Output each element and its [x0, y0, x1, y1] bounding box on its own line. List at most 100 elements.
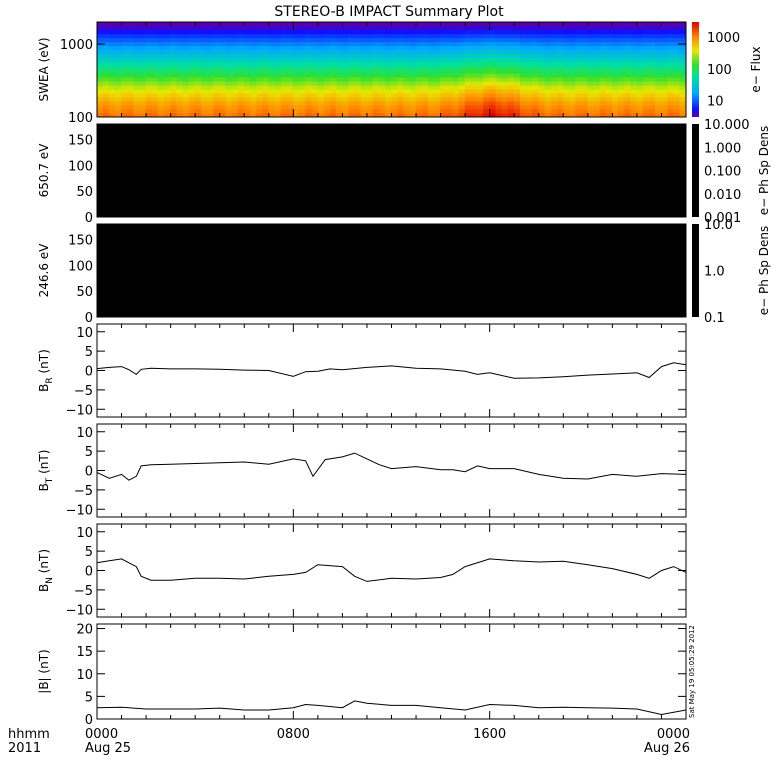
spectrogram-cell — [213, 29, 221, 35]
spectrogram-cell — [360, 81, 368, 86]
spectrogram-cell — [550, 81, 558, 86]
spectrogram-cell — [495, 112, 503, 117]
spectrogram-cell — [139, 33, 147, 39]
spectrogram-cell — [182, 29, 190, 35]
spectrogram-cell — [170, 88, 178, 94]
spectrogram-cell — [201, 29, 208, 35]
spectrogram-cell — [108, 96, 116, 102]
spectrogram-cell — [182, 104, 190, 110]
spectrogram-cell — [550, 85, 558, 90]
spectrogram-cell — [115, 112, 122, 117]
spectrogram-cell — [342, 112, 349, 117]
spectrogram-cell — [403, 69, 411, 74]
spectrogram-cell — [286, 112, 294, 117]
spectrogram-cell — [495, 53, 503, 58]
spectrogram-cell — [569, 88, 576, 94]
spectrogram-cell — [250, 88, 257, 94]
spectrogram-cell — [520, 65, 527, 70]
spectrogram-cell — [231, 29, 239, 35]
spectrogram-cell — [305, 108, 313, 114]
spectrogram-cell — [268, 108, 276, 114]
spectrogram-cell — [581, 33, 589, 39]
spectrogram-cell — [305, 85, 313, 90]
spectrogram-cell — [507, 88, 515, 94]
y-tick-label: 10 — [76, 326, 93, 341]
spectrogram-cell — [458, 29, 466, 35]
spectrogram-cell — [243, 81, 251, 86]
spectrogram-cell — [483, 96, 490, 102]
spectrogram-cell — [280, 92, 288, 98]
spectrogram-cell — [115, 25, 122, 31]
spectrogram-cell — [605, 37, 613, 43]
spectrogram-cell — [231, 85, 239, 90]
spectrogram-cell — [642, 29, 650, 35]
spectrogram-cell — [569, 81, 576, 86]
spectrogram-cell — [391, 49, 398, 54]
spectrogram-cell — [323, 25, 331, 31]
spectrogram-cell — [213, 73, 221, 78]
spectrogram-cell — [311, 96, 319, 102]
spectrogram-cell — [618, 96, 625, 102]
spectrogram-cell — [391, 85, 398, 90]
spectrogram-cell — [237, 88, 245, 94]
spectrogram-cell — [642, 73, 650, 78]
spectrogram-cell — [158, 85, 165, 90]
spectrogram-cell — [636, 73, 644, 78]
spectrogram-cell — [415, 100, 423, 106]
spectrogram-cell — [507, 22, 515, 27]
spectrogram-cell — [679, 100, 686, 106]
spectrogram-cell — [403, 25, 411, 31]
spectrogram-cell — [97, 69, 104, 74]
spectrogram-cell — [378, 41, 386, 47]
spectrogram-cell — [115, 37, 122, 43]
spectrogram-cell — [667, 96, 675, 102]
spectrogram-cell — [544, 73, 552, 78]
spectrogram-cell — [667, 49, 675, 54]
spectrogram-cell — [225, 108, 233, 114]
spectrogram-cell — [642, 53, 650, 58]
spectrogram-cell — [575, 25, 582, 31]
spectrogram-cell — [421, 57, 429, 62]
spectrogram-cell — [630, 100, 638, 106]
spectrogram-cell — [458, 61, 466, 66]
spectrogram-cell — [317, 41, 325, 47]
spectrogram-cell — [231, 25, 239, 31]
spectrogram-cell — [470, 81, 478, 86]
spectrogram-cell — [556, 22, 564, 27]
spectrogram-cell — [409, 33, 417, 39]
spectrogram-cell — [145, 104, 153, 110]
spectrogram-cell — [440, 33, 448, 39]
spectrogram-cell — [108, 100, 116, 106]
spectrogram-cell — [520, 81, 527, 86]
spectrogram-cell — [102, 108, 110, 114]
spectrogram-cell — [470, 25, 478, 31]
spectrogram-cell — [102, 100, 110, 106]
spectrogram-cell — [661, 41, 668, 47]
spectrogram-cell — [108, 37, 116, 43]
spectrogram-cell — [286, 25, 294, 31]
spectrogram-cell — [243, 112, 251, 117]
spectrogram-cell — [231, 33, 239, 39]
spectrogram-cell — [421, 29, 429, 35]
spectrogram-cell — [655, 45, 662, 51]
spectrogram-cell — [151, 22, 159, 27]
spectrogram-cell — [532, 53, 540, 58]
spectrogram-cell — [648, 25, 656, 31]
spectrogram-cell — [391, 41, 398, 47]
spectrogram-cell — [544, 61, 552, 66]
spectrogram-cell — [250, 22, 257, 27]
spectrogram-cell — [366, 112, 374, 117]
spectrogram-cell — [108, 45, 116, 51]
spectrogram-cell — [207, 49, 214, 54]
spectrogram-cell — [250, 77, 257, 82]
spectrogram-cell — [562, 65, 570, 70]
spectrogram-cell — [464, 22, 472, 27]
spectrogram-cell — [569, 41, 576, 47]
spectrogram-cell — [520, 77, 527, 82]
spectrogram-cell — [593, 33, 601, 39]
spectrogram-cell — [630, 77, 638, 82]
spectrogram-cell — [562, 57, 570, 62]
spectrogram-cell — [587, 22, 595, 27]
spectrogram-cell — [280, 53, 288, 58]
